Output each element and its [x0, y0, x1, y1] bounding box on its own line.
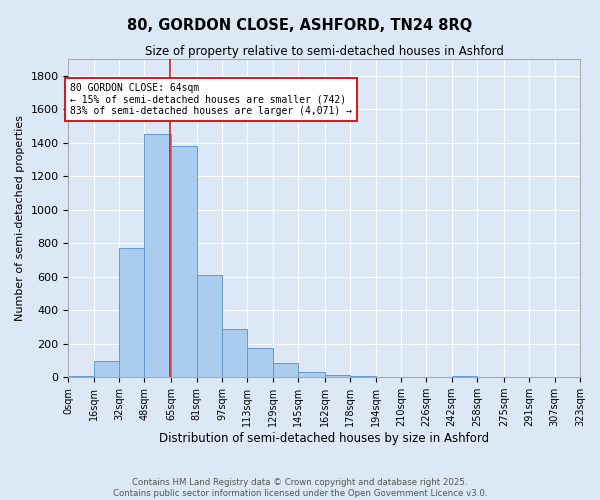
Bar — [273, 363, 298, 377]
Title: Size of property relative to semi-detached houses in Ashford: Size of property relative to semi-detach… — [145, 45, 503, 58]
Bar — [222, 328, 247, 377]
X-axis label: Distribution of semi-detached houses by size in Ashford: Distribution of semi-detached houses by … — [159, 432, 489, 445]
Bar — [119, 248, 145, 377]
Bar — [68, 376, 94, 377]
Bar — [325, 374, 350, 377]
Text: 80, GORDON CLOSE, ASHFORD, TN24 8RQ: 80, GORDON CLOSE, ASHFORD, TN24 8RQ — [127, 18, 473, 32]
Bar — [298, 372, 325, 377]
Bar — [247, 348, 273, 377]
Bar — [145, 134, 172, 377]
Text: Contains HM Land Registry data © Crown copyright and database right 2025.
Contai: Contains HM Land Registry data © Crown c… — [113, 478, 487, 498]
Bar — [94, 362, 119, 377]
Bar — [452, 376, 477, 377]
Bar — [197, 275, 222, 377]
Text: 80 GORDON CLOSE: 64sqm
← 15% of semi-detached houses are smaller (742)
83% of se: 80 GORDON CLOSE: 64sqm ← 15% of semi-det… — [70, 82, 352, 116]
Y-axis label: Number of semi-detached properties: Number of semi-detached properties — [15, 115, 25, 321]
Bar — [172, 146, 197, 377]
Bar — [350, 376, 376, 377]
